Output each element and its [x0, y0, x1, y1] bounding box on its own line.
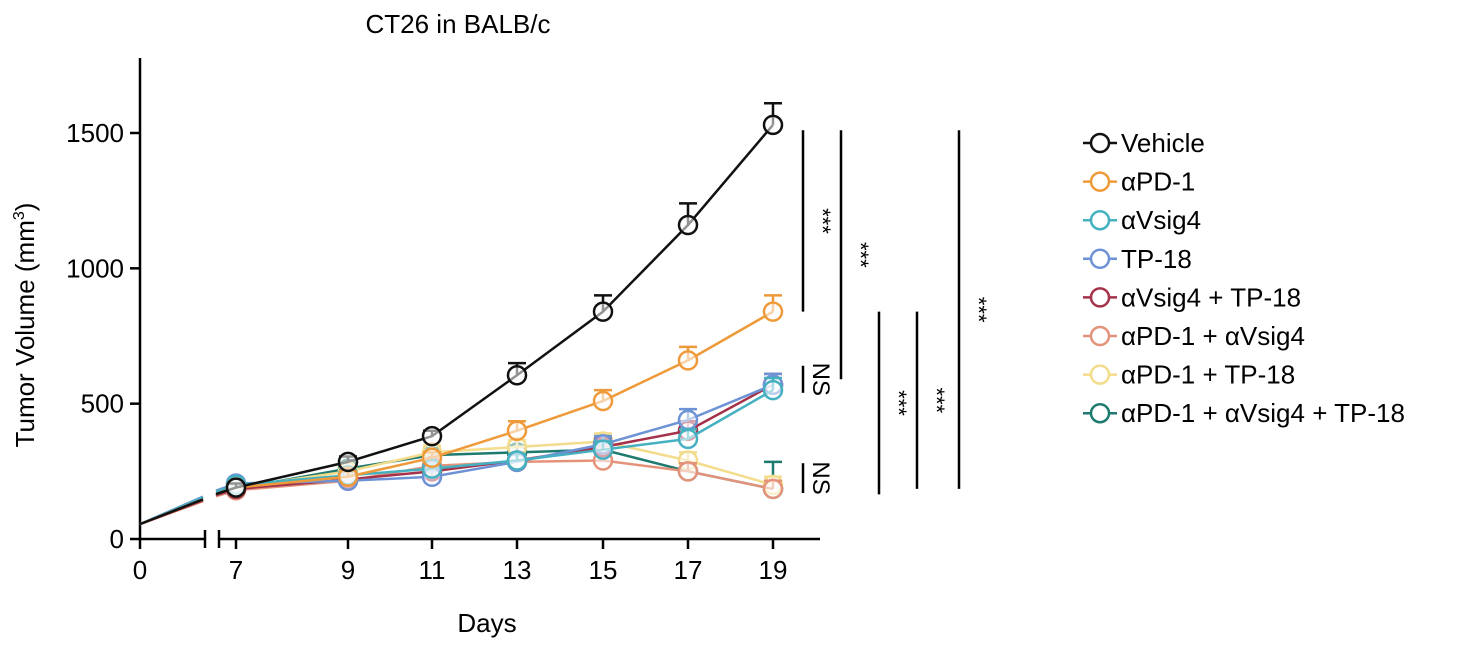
- legend-item: αPD-1 + αVsig4: [1083, 321, 1305, 351]
- data-point: [337, 451, 359, 473]
- significance-label: ***: [966, 297, 991, 323]
- legend: Vehicle αPD-1 αVsig4 TP-18 αVsig4 + TP-18 αPD…: [1083, 128, 1405, 428]
- data-point: [506, 364, 528, 386]
- x-tick-label: 11: [419, 555, 446, 585]
- data-point: [762, 379, 784, 401]
- x-tick-label: 17: [674, 555, 703, 585]
- legend-marker: [1089, 402, 1111, 424]
- data-point: [421, 425, 443, 447]
- legend-item: αPD-1 + αVsig4 + TP-18: [1083, 398, 1405, 428]
- legend-label: TP-18: [1121, 244, 1192, 274]
- x-tick-label: 15: [589, 555, 618, 585]
- significance-label: NS: [807, 363, 834, 396]
- x-tick-label: 0: [133, 555, 147, 585]
- legend-label: Vehicle: [1121, 128, 1205, 158]
- significance-label: ***: [924, 387, 949, 413]
- x-axis-label: Days: [457, 608, 516, 638]
- y-axis-label: Tumor Volume (mm3): [10, 203, 40, 448]
- data-point: [762, 478, 784, 500]
- legend-label: αPD-1 + αVsig4 + TP-18: [1121, 398, 1405, 428]
- legend-marker: [1089, 287, 1111, 308]
- legend-label: αPD-1 + TP-18: [1121, 360, 1295, 390]
- significance-label: NS: [807, 461, 834, 494]
- significance-label: ***: [848, 242, 873, 268]
- data-point: [762, 114, 784, 136]
- data-point: [762, 301, 784, 322]
- data-point: [592, 439, 614, 460]
- legend-marker: [1089, 171, 1111, 192]
- legend-item: TP-18: [1083, 244, 1192, 274]
- data-point: [677, 350, 699, 371]
- chart-title: CT26 in BALB/c: [366, 9, 551, 39]
- legend-marker: [1089, 248, 1111, 270]
- data-point: [506, 420, 528, 441]
- x-tick-label: 13: [503, 555, 532, 585]
- y-tick-label: 1500: [66, 118, 124, 148]
- data-point: [677, 409, 699, 431]
- data-point: [592, 390, 614, 412]
- y-axis-label-close: ): [10, 203, 40, 212]
- significance-bracket: NS: [801, 461, 834, 495]
- significance-bracket: ***: [839, 130, 873, 380]
- significance-bracket: ***: [801, 130, 835, 312]
- significance-label: ***: [886, 390, 911, 416]
- y-tick-label: 500: [81, 389, 124, 419]
- legend-label: αPD-1 + αVsig4: [1121, 321, 1305, 351]
- series-layer: [139, 101, 784, 526]
- y-tick-label: 1000: [66, 253, 124, 283]
- legend-marker: [1089, 209, 1111, 231]
- y-tick-label: 0: [110, 524, 124, 554]
- legend-item: αVsig4 + TP-18: [1083, 282, 1301, 312]
- significance-bracket: NS: [801, 363, 834, 396]
- x-tick-label: 19: [759, 555, 788, 585]
- data-point: [592, 301, 614, 322]
- y-axis-label-main: Tumor Volume (mm: [10, 220, 40, 447]
- legend-marker: [1089, 325, 1111, 347]
- legend-label: αPD-1: [1121, 167, 1195, 197]
- y-axis-label-superscript: 3: [11, 211, 28, 220]
- significance-annotations: *** *** NS NS *** *** ***: [801, 130, 991, 495]
- legend-item: αPD-1: [1083, 167, 1195, 197]
- series-line-start: [139, 498, 204, 526]
- data-point: [677, 214, 699, 236]
- data-point: [677, 428, 699, 450]
- data-point: [677, 461, 699, 482]
- legend-item: αPD-1 + TP-18: [1083, 360, 1295, 390]
- x-tick-label: 7: [229, 555, 243, 585]
- legend-marker: [1089, 132, 1111, 154]
- legend-item: Vehicle: [1083, 128, 1205, 158]
- series-0: [139, 101, 784, 526]
- significance-label: ***: [810, 208, 835, 234]
- data-point: [421, 447, 443, 469]
- significance-bracket: ***: [915, 311, 949, 489]
- legend-item: αVsig4: [1083, 205, 1201, 235]
- significance-bracket: ***: [957, 130, 991, 489]
- x-tick-label: 9: [341, 555, 355, 585]
- legend-marker: [1089, 364, 1111, 385]
- legend-label: αVsig4 + TP-18: [1121, 282, 1301, 312]
- axes: 0 500 1000 1500 0 7 9 11 13 15 17 19: [66, 58, 820, 585]
- data-point: [225, 477, 247, 498]
- data-point: [506, 450, 528, 471]
- legend-label: αVsig4: [1121, 205, 1201, 235]
- significance-bracket: ***: [877, 311, 911, 495]
